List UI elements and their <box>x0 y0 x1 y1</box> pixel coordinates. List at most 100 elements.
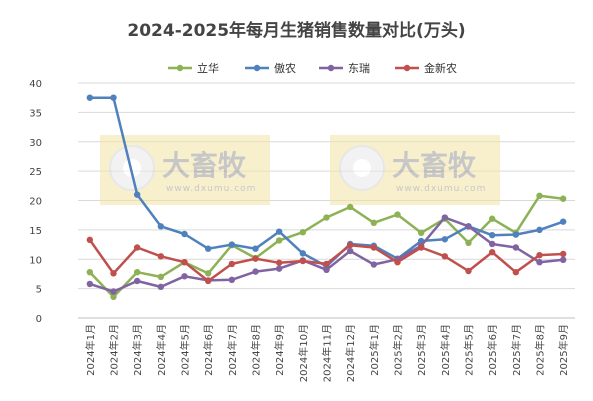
y-tick-label: 25 <box>29 167 42 178</box>
data-point <box>110 94 117 101</box>
data-point <box>346 203 354 211</box>
data-point <box>417 244 425 251</box>
data-point <box>133 268 141 276</box>
x-tick-label: 2024年6月 <box>202 324 215 376</box>
y-tick-label: 0 <box>36 314 42 325</box>
x-tick-label: 2025年1月 <box>368 324 381 376</box>
y-tick-label: 5 <box>36 285 42 296</box>
data-point <box>559 218 567 225</box>
data-point <box>275 228 283 235</box>
x-tick-label: 2025年5月 <box>463 324 476 376</box>
data-point <box>181 230 188 238</box>
data-point <box>299 257 307 265</box>
legend-item: 东瑞 <box>319 61 370 75</box>
y-tick-label: 40 <box>29 79 42 90</box>
data-point <box>512 231 520 238</box>
legend-swatch-marker <box>327 64 335 72</box>
x-tick-label: 2025年4月 <box>439 324 452 376</box>
data-point <box>394 258 401 266</box>
data-point <box>323 214 330 221</box>
watermark-logo: 大畜牧 www.dxumu.com <box>100 135 270 205</box>
watermark-emblem-center <box>353 159 371 177</box>
data-point <box>110 293 117 301</box>
watermark-emblem-center <box>123 159 141 177</box>
x-tick-label: 2024年2月 <box>108 324 121 376</box>
data-point <box>204 245 212 252</box>
data-point <box>465 239 472 246</box>
data-point <box>346 241 354 249</box>
data-point <box>157 283 165 291</box>
legend-swatch-marker <box>403 64 411 72</box>
data-point <box>370 261 378 268</box>
x-tick-label: 2024年8月 <box>250 324 263 376</box>
data-point <box>252 245 259 252</box>
data-point <box>488 215 496 222</box>
x-tick-label: 2025年6月 <box>486 324 499 376</box>
x-tick-label: 2024年12月 <box>344 324 357 382</box>
legend-item: 金新农 <box>395 61 457 75</box>
data-point <box>536 192 543 199</box>
x-tick-label: 2024年11月 <box>321 324 334 382</box>
data-point <box>228 276 236 284</box>
data-point <box>157 273 165 281</box>
data-point <box>441 253 449 260</box>
data-point <box>181 258 188 266</box>
data-point <box>512 268 520 276</box>
y-tick-label: 10 <box>29 255 42 266</box>
data-point <box>204 270 212 277</box>
x-tick-label: 2024年5月 <box>179 324 192 376</box>
data-point <box>536 226 543 234</box>
data-point <box>86 280 94 288</box>
data-point <box>488 240 496 248</box>
data-point <box>488 249 496 256</box>
y-tick-label: 20 <box>29 197 42 208</box>
legend-swatch-marker <box>253 64 261 72</box>
data-point <box>157 223 165 230</box>
x-tick-label: 2025年9月 <box>557 324 570 376</box>
data-point <box>559 256 567 264</box>
series-1 <box>86 192 567 301</box>
data-point <box>86 94 94 101</box>
x-tick-label: 2024年4月 <box>155 324 168 376</box>
y-tick-label: 35 <box>29 108 42 119</box>
legend-item: 傲农 <box>245 61 296 75</box>
data-point <box>275 237 283 244</box>
data-point <box>228 241 236 248</box>
data-point <box>465 267 472 275</box>
data-point <box>133 277 141 285</box>
data-point <box>228 260 236 268</box>
data-point <box>110 288 117 295</box>
data-point <box>441 236 449 243</box>
data-point <box>370 244 378 251</box>
x-tick-label: 2024年9月 <box>273 324 286 376</box>
y-tick-label: 30 <box>29 138 42 149</box>
data-point <box>275 265 283 272</box>
data-point <box>559 195 567 202</box>
x-tick-label: 2025年2月 <box>392 324 405 376</box>
x-tick-label: 2025年8月 <box>534 324 547 376</box>
data-point <box>394 211 401 218</box>
data-point <box>86 236 94 244</box>
chart-title: 2024-2025年每月生猪销售数量对比(万头) <box>127 21 466 41</box>
series-4 <box>86 236 567 285</box>
watermark-name: 大畜牧 <box>162 149 247 182</box>
legend-item: 立华 <box>168 61 219 75</box>
x-tick-label: 2025年7月 <box>510 324 523 376</box>
data-point <box>417 229 425 237</box>
y-tick-label: 15 <box>29 226 42 237</box>
data-point <box>252 255 259 262</box>
watermark-url: www.dxumu.com <box>396 184 486 194</box>
data-point <box>323 260 330 268</box>
x-tick-label: 2024年3月 <box>131 324 144 376</box>
data-point <box>536 251 543 259</box>
x-tick-label: 2024年1月 <box>84 324 97 376</box>
data-point <box>512 244 520 251</box>
x-tick-label: 2024年10月 <box>297 324 310 382</box>
legend-label: 立华 <box>197 61 219 75</box>
data-point <box>133 191 141 198</box>
data-point <box>441 214 449 221</box>
data-point <box>204 277 212 285</box>
x-tick-label: 2024年7月 <box>226 324 239 376</box>
